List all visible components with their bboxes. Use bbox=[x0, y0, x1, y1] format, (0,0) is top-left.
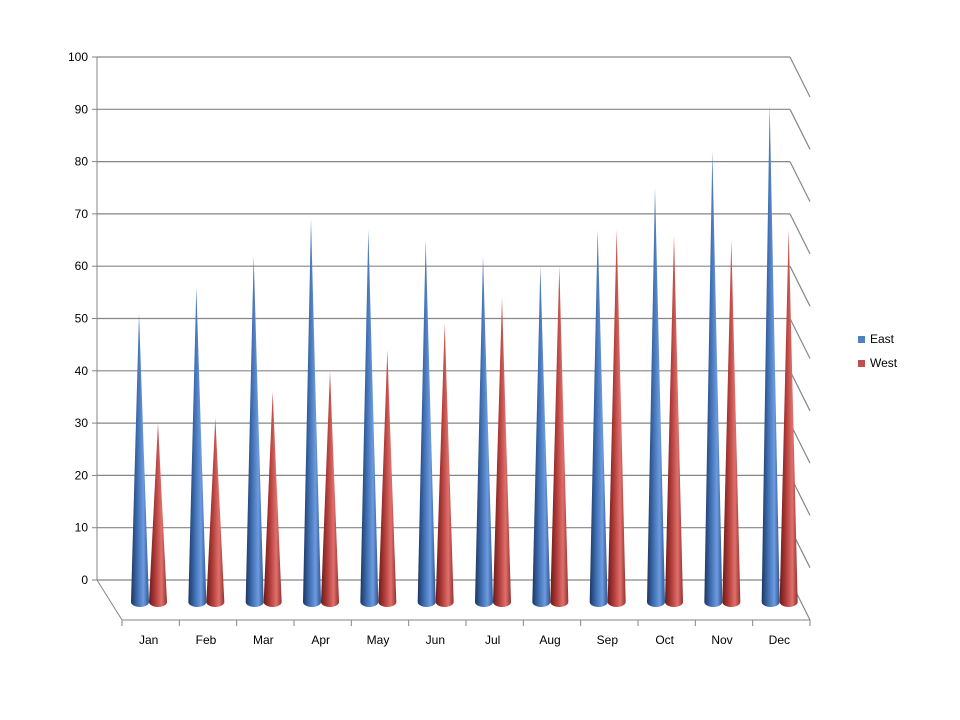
cone-west-jul bbox=[493, 297, 511, 607]
cone-east-apr bbox=[303, 219, 321, 607]
gridline-side bbox=[789, 109, 811, 150]
y-tick-label: 20 bbox=[75, 468, 89, 482]
cone-body bbox=[722, 240, 741, 608]
cone-east-mar bbox=[245, 255, 264, 607]
cone-body bbox=[206, 417, 225, 607]
y-tick-label: 70 bbox=[75, 207, 89, 221]
y-tick-label: 50 bbox=[75, 312, 89, 326]
cone-body bbox=[704, 151, 723, 607]
cone-body bbox=[647, 187, 665, 607]
y-tick-label: 0 bbox=[81, 573, 88, 587]
cone-east-dec bbox=[761, 104, 780, 607]
cone-body bbox=[493, 297, 511, 607]
y-tick-label: 80 bbox=[75, 155, 89, 169]
gridline-side bbox=[789, 265, 811, 307]
y-tick-label: 60 bbox=[75, 259, 89, 273]
cone-west-may bbox=[378, 349, 397, 607]
gridline-side bbox=[789, 56, 811, 98]
cone-west-jun bbox=[435, 323, 454, 607]
cone-west-aug bbox=[550, 266, 569, 607]
cone-body bbox=[532, 266, 551, 607]
cone-body bbox=[550, 266, 569, 607]
cone-body bbox=[665, 234, 683, 607]
cone-body bbox=[321, 370, 339, 607]
cone-east-jan bbox=[131, 313, 149, 607]
x-tick-label: Aug bbox=[539, 633, 560, 647]
cone-east-feb bbox=[188, 287, 207, 607]
cone-body bbox=[435, 323, 454, 607]
cone-west-jan bbox=[149, 423, 167, 607]
cone-body bbox=[417, 240, 436, 608]
cone-body bbox=[263, 391, 282, 607]
cone-west-nov bbox=[722, 240, 741, 608]
x-axis-tick-labels: Jan Feb Mar Apr May Jun Jul Aug Sep Oct Nov Dec bbox=[139, 633, 790, 647]
x-tick-label: Apr bbox=[311, 633, 330, 647]
x-tick-label: Dec bbox=[769, 633, 790, 647]
cone-west-sep bbox=[607, 229, 626, 607]
cone-body bbox=[589, 229, 608, 607]
y-tick-label: 40 bbox=[75, 364, 89, 378]
y-tick-label: 100 bbox=[68, 50, 88, 64]
cone-body bbox=[188, 287, 207, 607]
legend-swatch-west bbox=[858, 360, 865, 367]
cone-body bbox=[245, 255, 264, 607]
x-tick-label: Mar bbox=[253, 633, 274, 647]
gridline-side bbox=[789, 370, 811, 412]
cone-body bbox=[761, 104, 780, 607]
cone-west-oct bbox=[665, 234, 683, 607]
cone-body bbox=[475, 255, 493, 608]
x-tick-label: Sep bbox=[597, 633, 619, 647]
gridline-side bbox=[789, 318, 811, 359]
cone-body bbox=[131, 313, 149, 607]
y-tick-label: 10 bbox=[75, 521, 89, 535]
legend-swatch-east bbox=[858, 336, 865, 343]
cone-body bbox=[378, 349, 397, 607]
legend-label-east: East bbox=[870, 332, 895, 346]
y-tick-label: 30 bbox=[75, 416, 89, 430]
x-tick-label: Nov bbox=[711, 633, 732, 647]
gridline-side bbox=[789, 161, 811, 202]
x-tick-label: May bbox=[367, 633, 390, 647]
y-tick-label: 90 bbox=[75, 102, 89, 116]
cone-east-jun bbox=[417, 240, 436, 608]
x-tick-label: Jun bbox=[426, 633, 445, 647]
gridline-side bbox=[789, 213, 811, 255]
cone-series-marks bbox=[131, 104, 798, 608]
cone-east-nov bbox=[704, 151, 723, 607]
cone-east-jul bbox=[475, 255, 493, 608]
cone-body bbox=[360, 229, 379, 607]
cone-body bbox=[607, 229, 626, 607]
legend: East West bbox=[858, 332, 898, 370]
cone-east-sep bbox=[589, 229, 608, 607]
legend-label-west: West bbox=[870, 356, 898, 370]
cone-east-may bbox=[360, 229, 379, 607]
cone-east-oct bbox=[647, 187, 665, 607]
cone-body bbox=[303, 219, 321, 607]
floor-left-edge bbox=[96, 579, 123, 621]
cone-west-feb bbox=[206, 417, 225, 607]
cone-west-dec bbox=[779, 229, 798, 607]
x-tick-label: Jul bbox=[485, 633, 500, 647]
x-tick-label: Feb bbox=[196, 633, 217, 647]
x-tick-label: Jan bbox=[139, 633, 158, 647]
cone-body bbox=[149, 423, 167, 607]
cone-west-apr bbox=[321, 370, 339, 607]
cone-east-aug bbox=[532, 266, 551, 607]
cone-body bbox=[779, 229, 798, 607]
x-tick-label: Oct bbox=[655, 633, 674, 647]
y-axis-tick-labels: 0 10 20 30 40 50 60 70 80 90 100 bbox=[68, 50, 88, 587]
cone-west-mar bbox=[263, 391, 282, 607]
